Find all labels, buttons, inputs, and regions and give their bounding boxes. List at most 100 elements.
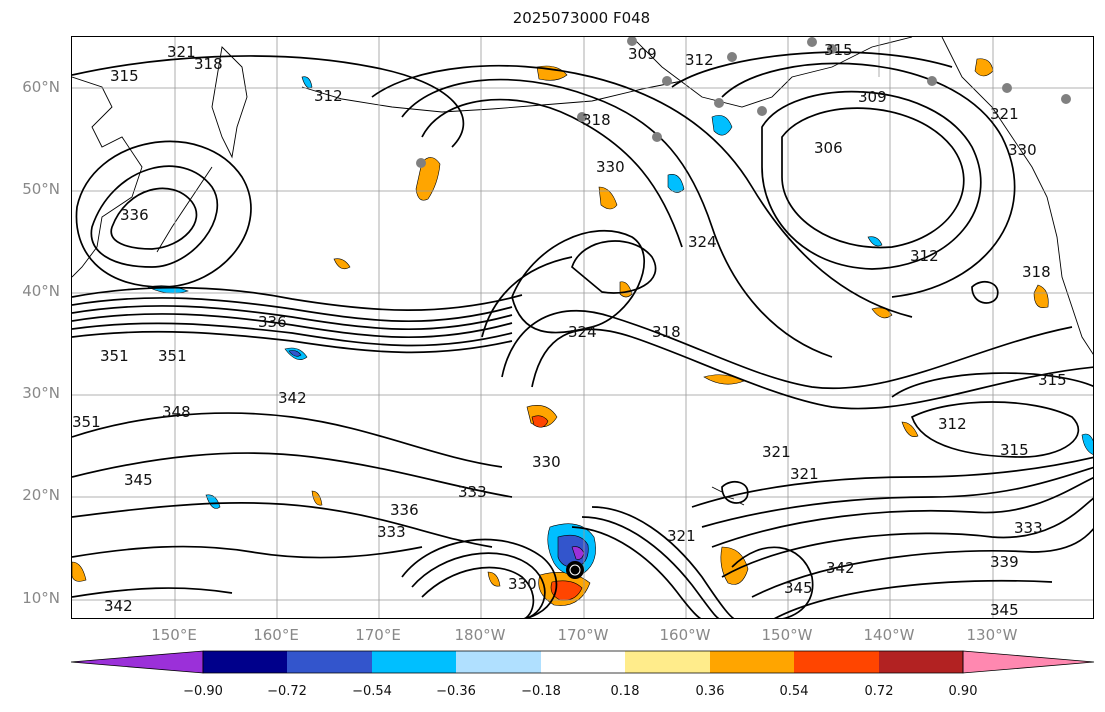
positive-anomaly-blob bbox=[974, 58, 994, 77]
colorbar-segment bbox=[372, 651, 456, 673]
weather-map: 321 318 315 312 309 315 312 306 309 336 … bbox=[72, 37, 1093, 619]
contour-label: 333 bbox=[1014, 519, 1043, 537]
contour-label: 336 bbox=[390, 501, 419, 519]
contour-label: 312 bbox=[685, 51, 714, 69]
map-title: 2025073000 F048 bbox=[512, 9, 651, 27]
kuril-islands bbox=[156, 166, 213, 253]
positive-anomaly-blob bbox=[1033, 284, 1049, 308]
contour-label: 345 bbox=[990, 601, 1019, 619]
map-panel[interactable]: 321 318 315 312 309 315 312 306 309 336 … bbox=[71, 36, 1094, 619]
negative-anomaly-blob bbox=[301, 76, 313, 89]
contour-label: 324 bbox=[688, 233, 717, 251]
positive-anomaly-blob bbox=[619, 281, 633, 298]
colorbar-tick: −0.72 bbox=[267, 684, 307, 699]
contour-label: 330 bbox=[508, 575, 537, 593]
negative-anomaly-blob bbox=[1081, 433, 1093, 455]
contour-label: 348 bbox=[162, 403, 191, 421]
contour-label: 345 bbox=[784, 579, 813, 597]
contour-label: 351 bbox=[100, 347, 129, 365]
contour-label: 315 bbox=[110, 67, 139, 85]
alaska-coastline bbox=[631, 37, 913, 108]
colorbar-extend-low bbox=[71, 650, 204, 674]
colorbar-segment bbox=[541, 651, 625, 673]
station-marker bbox=[652, 132, 662, 142]
lon-label-170w: 170°W bbox=[557, 626, 609, 644]
positive-anomaly-blob bbox=[487, 571, 501, 587]
positive-anomaly-blob bbox=[72, 561, 87, 582]
colorbar-segment bbox=[710, 651, 794, 673]
colorbar-tick: 0.90 bbox=[948, 684, 978, 699]
colorbar-tick: −0.18 bbox=[521, 684, 561, 699]
negative-anomaly-blob bbox=[288, 350, 302, 357]
station-marker bbox=[577, 112, 587, 122]
contour-label: 321 bbox=[790, 465, 819, 483]
colorbar-tick: −0.90 bbox=[183, 684, 223, 699]
contour-label: 321 bbox=[667, 527, 696, 545]
tropical-low-center bbox=[566, 561, 584, 579]
contour-label: 330 bbox=[532, 453, 561, 471]
contour-label: 342 bbox=[104, 597, 133, 615]
station-marker bbox=[807, 37, 817, 47]
colorbar-tick: 0.54 bbox=[779, 684, 809, 699]
contour-label: 315 bbox=[824, 41, 853, 59]
contour-label: 309 bbox=[628, 45, 657, 63]
contour-label: 315 bbox=[1038, 371, 1067, 389]
contour-lines bbox=[72, 51, 1093, 618]
positive-anomaly-blob bbox=[901, 421, 919, 437]
colorbar-tick: 0.72 bbox=[864, 684, 894, 699]
station-marker bbox=[714, 98, 724, 108]
station-marker bbox=[416, 158, 426, 168]
positive-anomaly-blob bbox=[598, 186, 618, 210]
lat-label-40n: 40°N bbox=[22, 282, 60, 300]
positive-anomaly-blob bbox=[333, 258, 351, 270]
colorbar bbox=[71, 650, 1095, 674]
positive-anomaly-blob bbox=[703, 374, 745, 385]
colorbar-tick: −0.36 bbox=[436, 684, 476, 699]
contour-label: 318 bbox=[194, 55, 223, 73]
contour-label: 351 bbox=[158, 347, 187, 365]
lon-label-130w: 130°W bbox=[966, 626, 1018, 644]
contour-labels: 321 318 315 312 309 315 312 306 309 336 … bbox=[72, 41, 1067, 619]
colorbar-segment bbox=[456, 651, 541, 673]
colorbar-outline bbox=[202, 650, 964, 674]
colorbar-tick: −0.54 bbox=[352, 684, 392, 699]
station-marker bbox=[757, 106, 767, 116]
lon-label-150e: 150°E bbox=[151, 626, 197, 644]
asia-coastline bbox=[72, 76, 143, 278]
station-markers bbox=[416, 37, 1071, 168]
contour-label: 339 bbox=[990, 553, 1019, 571]
contour-label: 321 bbox=[167, 43, 196, 61]
contour-label: 309 bbox=[858, 88, 887, 106]
positive-anomaly-blob bbox=[531, 415, 549, 428]
lat-label-60n: 60°N bbox=[22, 78, 60, 96]
north-america-coastline bbox=[941, 37, 1093, 355]
lat-label-50n: 50°N bbox=[22, 180, 60, 198]
colorbar-extend-high bbox=[962, 650, 1095, 674]
contour-label: 321 bbox=[990, 105, 1019, 123]
shaded-field bbox=[72, 58, 1093, 606]
lat-label-30n: 30°N bbox=[22, 384, 60, 402]
station-marker bbox=[927, 76, 937, 86]
lon-label-180w: 180°W bbox=[454, 626, 506, 644]
contour-label: 342 bbox=[826, 559, 855, 577]
contour-label: 312 bbox=[938, 415, 967, 433]
colorbar-tick: 0.18 bbox=[610, 684, 640, 699]
lon-label-140w: 140°W bbox=[863, 626, 915, 644]
lat-label-20n: 20°N bbox=[22, 486, 60, 504]
lon-label-160w: 160°W bbox=[659, 626, 711, 644]
colorbar-segment bbox=[287, 651, 372, 673]
positive-anomaly-blob bbox=[550, 580, 583, 601]
colorbar-segment bbox=[794, 651, 879, 673]
contour-label: 351 bbox=[72, 413, 101, 431]
positive-anomaly-blob bbox=[871, 307, 893, 319]
colorbar-segment bbox=[203, 651, 287, 673]
contour-label: 315 bbox=[1000, 441, 1029, 459]
contour-label: 306 bbox=[814, 139, 843, 157]
lon-label-170e: 170°E bbox=[355, 626, 401, 644]
station-marker bbox=[727, 52, 737, 62]
station-marker bbox=[1061, 94, 1071, 104]
contour-label: 342 bbox=[278, 389, 307, 407]
positive-anomaly-blob bbox=[415, 157, 441, 201]
graticule bbox=[72, 37, 1093, 618]
contour-label: 318 bbox=[652, 323, 681, 341]
